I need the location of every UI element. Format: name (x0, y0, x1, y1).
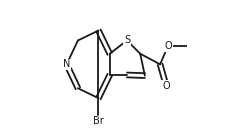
Text: N: N (63, 59, 70, 69)
Text: O: O (164, 41, 172, 51)
Text: Br: Br (93, 116, 104, 126)
Text: O: O (162, 81, 170, 91)
Text: S: S (124, 36, 130, 45)
